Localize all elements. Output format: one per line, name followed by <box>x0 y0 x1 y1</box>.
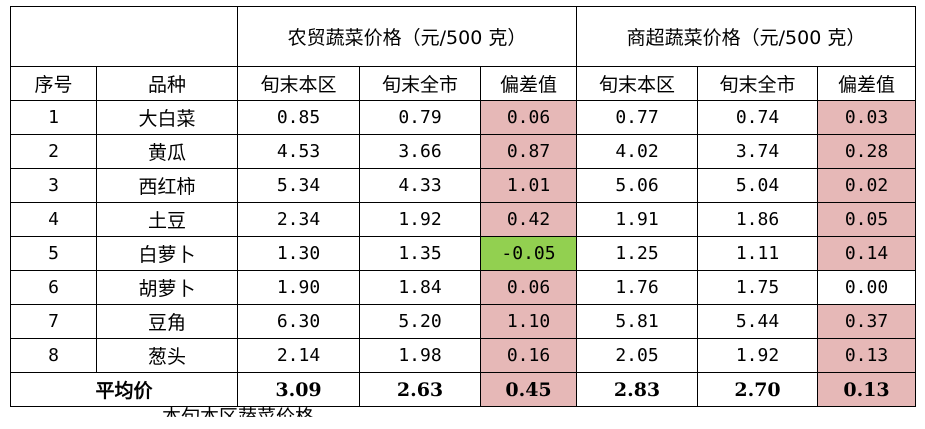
table-row: 7 豆角 6.30 5.20 1.10 5.81 5.44 0.37 <box>10 304 916 339</box>
supermarket-local-cell: 0.77 <box>576 100 698 135</box>
row-index: 3 <box>10 168 97 203</box>
market-local-cell: 0.85 <box>237 100 360 135</box>
table-row: 4 土豆 2.34 1.92 0.42 1.91 1.86 0.05 <box>10 202 916 237</box>
supermarket-deviation-cell: 0.02 <box>817 168 916 203</box>
market-city-cell: 1.35 <box>359 236 481 271</box>
row-index: 6 <box>10 270 97 305</box>
row-variety: 土豆 <box>96 202 238 237</box>
supermarket-city-header: 旬末全市 <box>697 66 818 101</box>
supermarket-city-cell: 5.44 <box>697 304 818 339</box>
table-row: 1 大白菜 0.85 0.79 0.06 0.77 0.74 0.03 <box>10 100 916 135</box>
row-variety: 白萝卜 <box>96 236 238 271</box>
supermarket-local-cell: 1.91 <box>576 202 698 237</box>
col-index-header: 序号 <box>10 66 97 101</box>
supermarket-local-header: 旬末本区 <box>576 66 698 101</box>
vegetable-price-table: 农贸蔬菜价格（元/500 克） 商超蔬菜价格（元/500 克） 序号 品种 旬末… <box>10 6 916 407</box>
supermarket-deviation-header: 偏差值 <box>817 66 916 101</box>
supermarket-city-cell: 1.75 <box>697 270 818 305</box>
row-variety: 大白菜 <box>96 100 238 135</box>
supermarket-local-cell: 1.25 <box>576 236 698 271</box>
market-city-cell: 0.79 <box>359 100 481 135</box>
market-deviation-header: 偏差值 <box>480 66 577 101</box>
supermarket-deviation-cell: 0.37 <box>817 304 916 339</box>
average-row: 平均价 3.09 2.63 0.45 2.83 2.70 0.13 <box>10 372 916 407</box>
table-row: 8 葱头 2.14 1.98 0.16 2.05 1.92 0.13 <box>10 338 916 373</box>
supermarket-deviation-cell: 0.28 <box>817 134 916 169</box>
table-row: 2 黄瓜 4.53 3.66 0.87 4.02 3.74 0.28 <box>10 134 916 169</box>
supermarket-local-cell: 4.02 <box>576 134 698 169</box>
row-variety: 葱头 <box>96 338 238 373</box>
market-city-cell: 5.20 <box>359 304 481 339</box>
col-variety-header: 品种 <box>96 66 238 101</box>
market-local-cell: 1.90 <box>237 270 360 305</box>
market-city-header: 旬末全市 <box>359 66 481 101</box>
market-local-cell: 5.34 <box>237 168 360 203</box>
market-local-cell: 2.14 <box>237 338 360 373</box>
market-deviation-cell: 0.06 <box>480 270 577 305</box>
supermarket-city-cell: 1.86 <box>697 202 818 237</box>
market-deviation-cell: 0.87 <box>480 134 577 169</box>
market-city-cell: 1.92 <box>359 202 481 237</box>
row-variety: 豆角 <box>96 304 238 339</box>
market-deviation-cell: 0.16 <box>480 338 577 373</box>
supermarket-deviation-cell: 0.05 <box>817 202 916 237</box>
row-index: 7 <box>10 304 97 339</box>
row-index: 5 <box>10 236 97 271</box>
supermarket-local-cell: 2.05 <box>576 338 698 373</box>
supermarket-local-cell: 5.06 <box>576 168 698 203</box>
row-index: 8 <box>10 338 97 373</box>
avg-market-city: 2.63 <box>359 372 481 407</box>
avg-supermarket-local: 2.83 <box>576 372 698 407</box>
market-local-cell: 6.30 <box>237 304 360 339</box>
market-city-cell: 1.98 <box>359 338 481 373</box>
market-local-cell: 2.34 <box>237 202 360 237</box>
row-index: 2 <box>10 134 97 169</box>
supermarket-deviation-cell: 0.13 <box>817 338 916 373</box>
row-index: 4 <box>10 202 97 237</box>
bottom-caption: 本旬本区蔬菜价格 <box>162 406 315 428</box>
supermarket-local-cell: 1.76 <box>576 270 698 305</box>
row-variety: 黄瓜 <box>96 134 238 169</box>
market-deviation-cell: 0.06 <box>480 100 577 135</box>
supermarket-city-cell: 3.74 <box>697 134 818 169</box>
corner-cell <box>10 6 238 67</box>
market-deviation-cell: 1.10 <box>480 304 577 339</box>
supermarket-deviation-cell: 0.14 <box>817 236 916 271</box>
supermarket-deviation-cell: 0.03 <box>817 100 916 135</box>
average-label: 平均价 <box>10 372 238 407</box>
market-group-header: 农贸蔬菜价格（元/500 克） <box>237 6 577 67</box>
table-row: 3 西红柿 5.34 4.33 1.01 5.06 5.04 0.02 <box>10 168 916 203</box>
supermarket-city-cell: 5.04 <box>697 168 818 203</box>
row-index: 1 <box>10 100 97 135</box>
avg-supermarket-deviation: 0.13 <box>817 372 916 407</box>
market-city-cell: 3.66 <box>359 134 481 169</box>
market-local-cell: 4.53 <box>237 134 360 169</box>
table-row: 5 白萝卜 1.30 1.35 -0.05 1.25 1.11 0.14 <box>10 236 916 271</box>
market-deviation-cell: -0.05 <box>480 236 577 271</box>
market-city-cell: 1.84 <box>359 270 481 305</box>
avg-market-deviation: 0.45 <box>480 372 577 407</box>
supermarket-city-cell: 1.11 <box>697 236 818 271</box>
supermarket-city-cell: 0.74 <box>697 100 818 135</box>
avg-market-local: 3.09 <box>237 372 360 407</box>
supermarket-city-cell: 1.92 <box>697 338 818 373</box>
market-local-cell: 1.30 <box>237 236 360 271</box>
table-row: 6 胡萝卜 1.90 1.84 0.06 1.76 1.75 0.00 <box>10 270 916 305</box>
market-deviation-cell: 0.42 <box>480 202 577 237</box>
market-local-header: 旬末本区 <box>237 66 360 101</box>
market-city-cell: 4.33 <box>359 168 481 203</box>
supermarket-local-cell: 5.81 <box>576 304 698 339</box>
supermarket-deviation-cell: 0.00 <box>817 270 916 305</box>
supermarket-group-header: 商超蔬菜价格（元/500 克） <box>576 6 916 67</box>
row-variety: 西红柿 <box>96 168 238 203</box>
avg-supermarket-city: 2.70 <box>697 372 818 407</box>
market-deviation-cell: 1.01 <box>480 168 577 203</box>
row-variety: 胡萝卜 <box>96 270 238 305</box>
